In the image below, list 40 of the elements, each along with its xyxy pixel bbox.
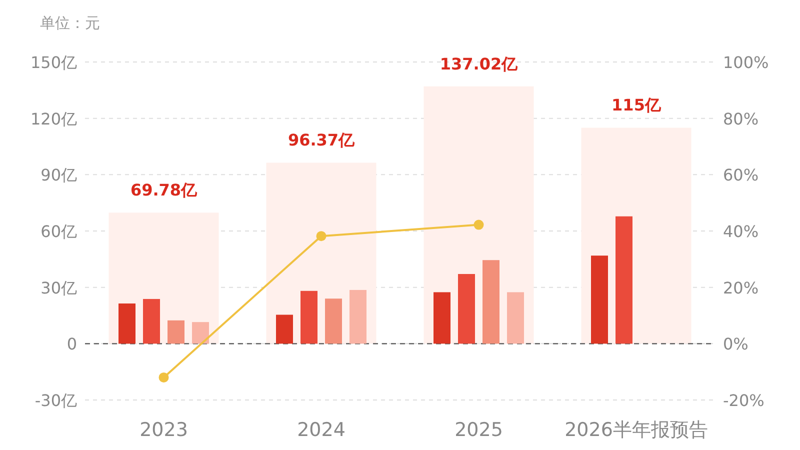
text: 单位：元 [40, 14, 100, 32]
data-label: 69.78亿 [130, 180, 198, 200]
bar [276, 314, 293, 344]
point [316, 231, 326, 242]
data-label: 96.37亿 [288, 130, 356, 150]
bar [434, 292, 450, 344]
y2-tick-label: -20% [723, 391, 764, 410]
x-tick-label: 2024 [297, 419, 346, 441]
y-tick-label: -30亿 [34, 391, 77, 410]
data-label: 137.02亿 [440, 54, 519, 74]
x-tick-label: 2026半年报预告 [564, 419, 708, 441]
y-tick-label: 150亿 [30, 53, 77, 72]
y2-tick-label: 100% [723, 53, 769, 72]
y2-tick-label: 20% [723, 278, 759, 298]
bar [192, 322, 209, 344]
bar [300, 290, 318, 344]
y-tick-label: 90亿 [40, 166, 77, 185]
bar [168, 320, 184, 344]
bar [507, 292, 524, 344]
bar [143, 298, 160, 344]
bar [616, 216, 632, 344]
bar [118, 303, 136, 344]
bar [591, 256, 608, 344]
point [158, 372, 169, 382]
bar [482, 260, 500, 344]
x-tick-label: 2023 [140, 419, 188, 441]
bar [325, 298, 342, 344]
y-tick-label: 30亿 [40, 278, 77, 298]
y-tick-label: 60亿 [40, 222, 77, 241]
x-tick-label: 2025 [454, 419, 503, 441]
y-tick-label: 0 [66, 334, 77, 354]
y2-tick-label: 60% [723, 166, 759, 185]
data-label: 115亿 [612, 96, 662, 115]
y2-tick-label: 80% [723, 109, 759, 128]
y-tick-label: 120亿 [30, 109, 77, 128]
point [474, 220, 484, 230]
bar [350, 290, 366, 344]
y2-tick-label: 40% [723, 222, 759, 241]
y2-tick-label: 0% [723, 334, 748, 354]
bar [458, 274, 475, 344]
